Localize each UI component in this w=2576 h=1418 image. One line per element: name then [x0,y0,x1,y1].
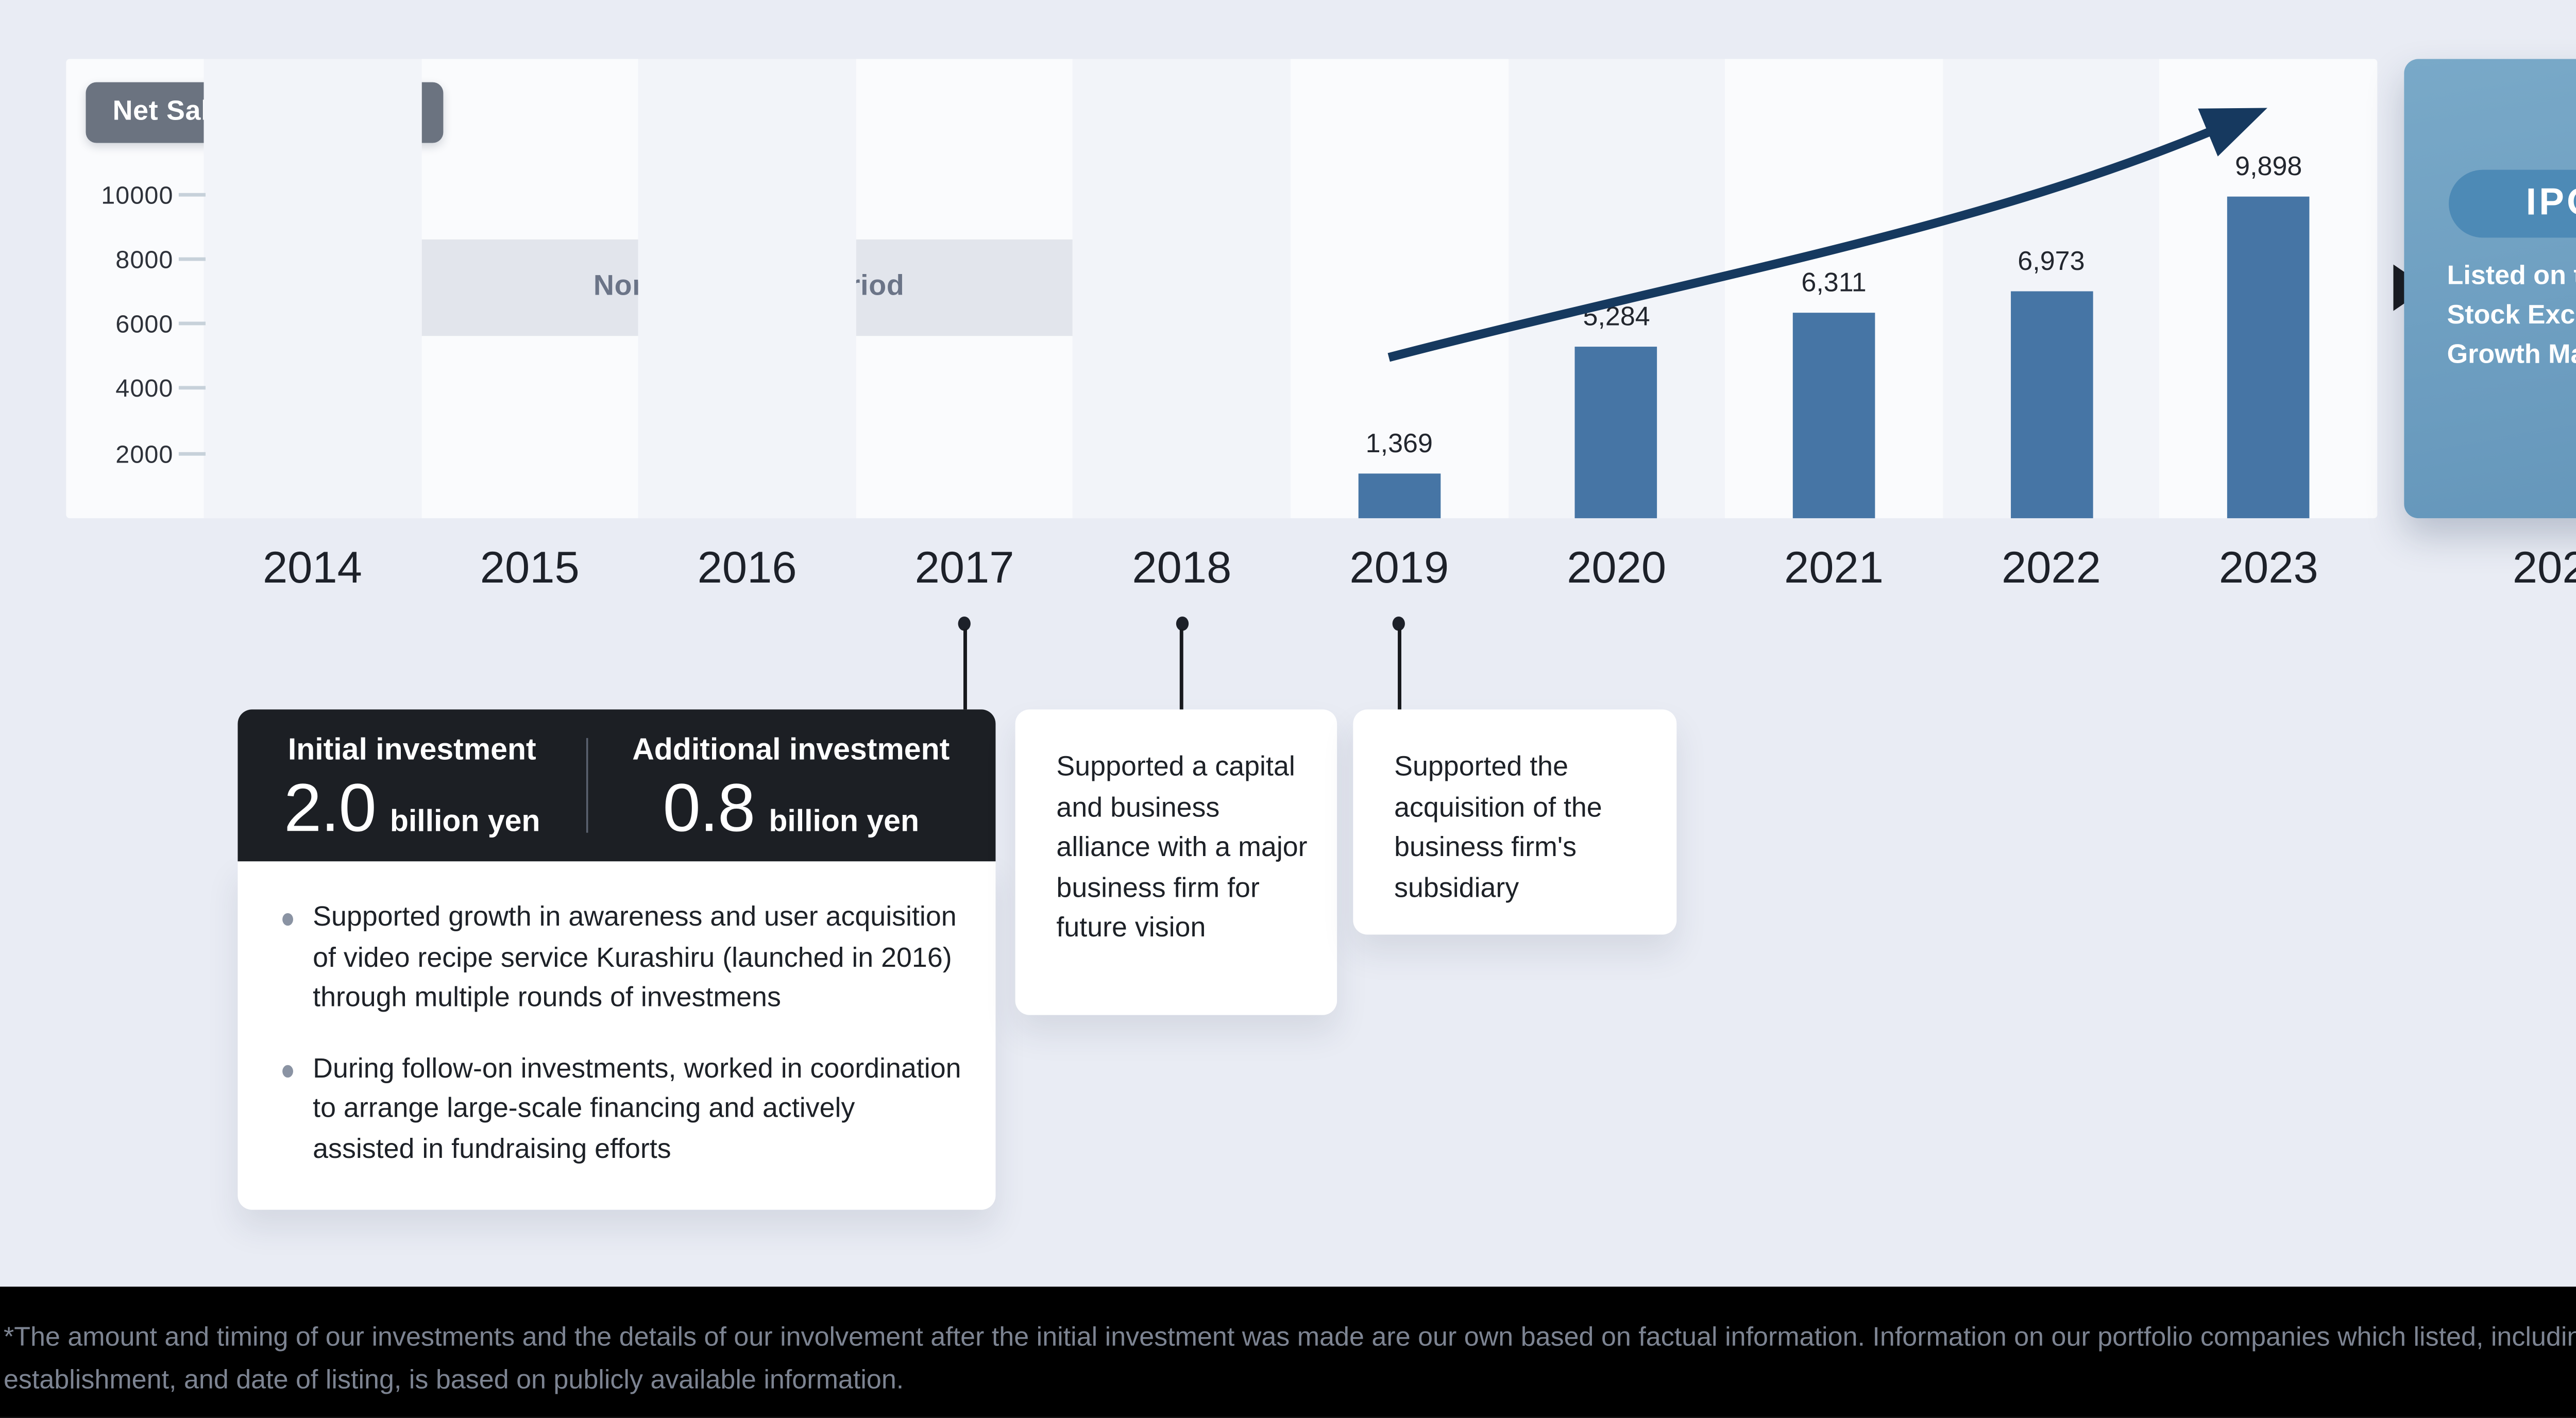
bar-value-label: 5,284 [1583,302,1650,333]
year-label-2016: 2016 [697,543,797,593]
y-axis-tick-label: 6000 [115,309,174,338]
initial-investment-unit: billion yen [389,804,540,839]
net-sales-bar-2023 [2227,197,2310,519]
ipo-badge: IPO [2448,169,2576,238]
investment-card: Initial investment 2.0 billion yen Addit… [238,709,996,1210]
y-axis-tick-label: 8000 [115,244,174,274]
year-label-2017: 2017 [914,543,1014,593]
footnote-line-2: establishment, and date of listing, is b… [3,1364,904,1395]
note-card-2018-text: Supported a capital and business allianc… [1056,752,1308,944]
net-sales-bar-2020 [1575,347,1658,519]
note-card-2019-text: Supported the acquisition of the busines… [1394,752,1602,903]
connector-line-2017 [962,629,967,710]
net-sales-bar-2019 [1358,473,1440,519]
investment-bullet-item: During follow-on investments, worked in … [281,1050,963,1170]
year-label-2022: 2022 [2001,543,2101,593]
initial-investment-label: Initial investment [287,732,536,767]
investment-card-body: Supported growth in awareness and user a… [238,861,996,1210]
bar-value-label: 1,369 [1365,429,1433,460]
footnote-bar: *The amount and timing of our investment… [0,1286,2576,1418]
year-label-2014: 2014 [262,543,362,593]
ipo-description: Listed on the Tokyo Stock Exchange Growt… [2447,261,2576,370]
bar-value-label: 9,898 [2235,152,2302,183]
y-axis-tick-label: 4000 [115,374,174,403]
additional-investment-value: 0.8 [663,772,755,847]
y-axis-tick-label: 10000 [101,179,174,209]
bar-value-label: 6,973 [2018,247,2085,278]
additional-investment-label: Additional investment [632,732,950,767]
net-sales-bar-2021 [1792,313,1875,519]
y-axis-tick-mark [178,257,206,261]
footnote-line-1: *The amount and timing of our investment… [3,1322,2576,1353]
investment-bullet-item: Supported growth in awareness and user a… [281,899,963,1019]
initial-investment-block: Initial investment 2.0 billion yen [238,709,586,861]
year-label-2021: 2021 [1784,543,1884,593]
connector-line-2019 [1397,629,1401,710]
investment-bullet-list: Supported growth in awareness and user a… [281,899,963,1170]
header-divider [586,738,588,833]
year-label-2019: 2019 [1349,543,1449,593]
y-axis-tick-mark [178,451,206,455]
note-card-2019: Supported the acquisition of the busines… [1353,709,1677,935]
chart-panel: Net Sales (million yen) Non-disclosure p… [66,59,2378,519]
note-card-2018: Supported a capital and business allianc… [1015,709,1337,1015]
year-column-stripe [638,59,856,519]
ipo-badge-label: IPO [2526,182,2576,224]
bar-value-label: 6,311 [1801,268,1867,299]
year-label-2015: 2015 [480,543,580,593]
year-label-2018: 2018 [1132,543,1232,593]
ipo-panel: IPO Listed on the Tokyo Stock Exchange G… [2404,59,2576,519]
y-axis-tick-mark [178,321,206,326]
additional-investment-unit: billion yen [769,804,919,839]
net-sales-bar-2022 [2010,292,2093,519]
initial-investment-value: 2.0 [283,772,377,847]
connector-dot-2018 [1175,616,1189,631]
year-column-stripe [204,59,421,519]
year-column-stripe [1073,59,1291,519]
connector-line-2018 [1180,629,1184,710]
y-axis-tick-label: 2000 [115,439,174,468]
y-axis-tick-mark [178,192,206,196]
year-label-2020: 2020 [1567,543,1667,593]
year-label-2024: 2024 [2512,543,2576,593]
connector-dot-2017 [958,616,971,631]
year-label-2023: 2023 [2218,543,2318,593]
y-axis-tick-mark [178,386,206,390]
investment-card-header: Initial investment 2.0 billion yen Addit… [238,709,996,862]
additional-investment-block: Additional investment 0.8 billion yen [586,709,995,861]
